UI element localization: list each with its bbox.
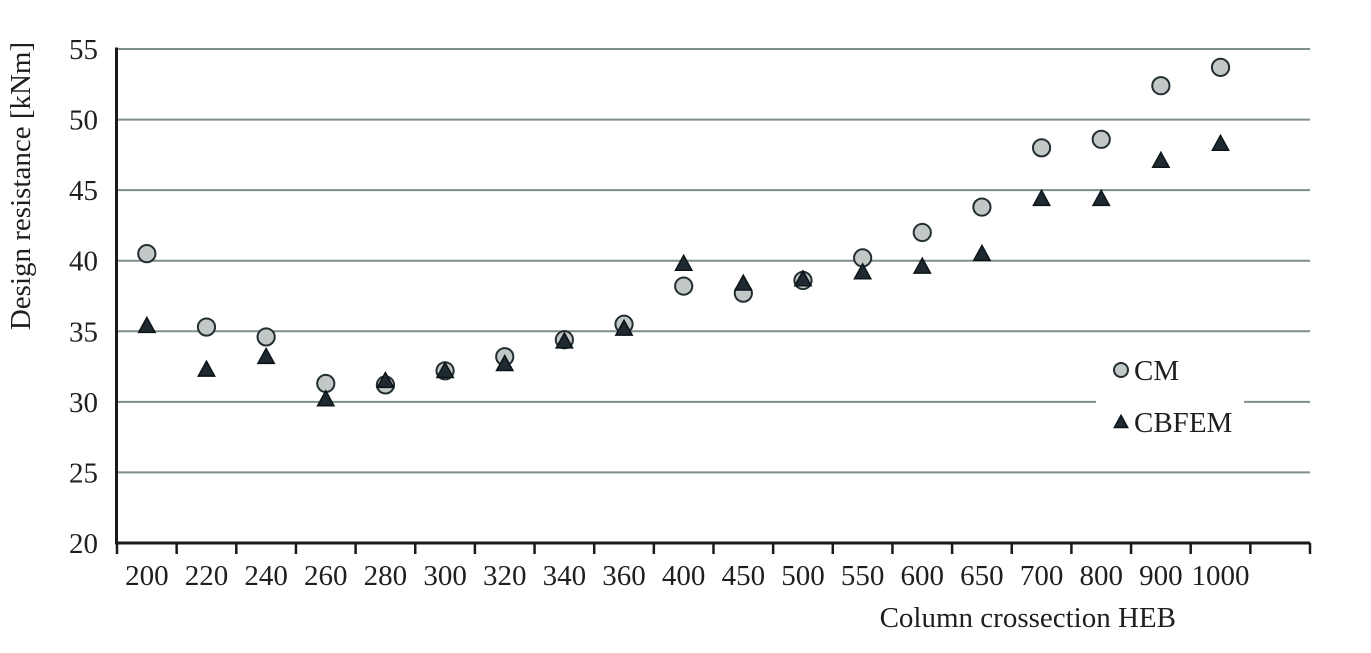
- x-tick-label: 450: [722, 560, 766, 592]
- x-tick-label: 220: [185, 560, 229, 592]
- x-axis-title: Column crossection HEB: [880, 602, 1176, 634]
- data-point-cm: [1091, 129, 1111, 149]
- data-point-cbfem: [495, 354, 515, 372]
- y-tick-label: 40: [69, 246, 98, 278]
- y-tick-label: 20: [69, 528, 98, 560]
- data-point-cm: [196, 317, 217, 337]
- data-point-cbfem: [793, 269, 813, 287]
- data-point-cbfem: [256, 346, 276, 365]
- data-point-cbfem: [853, 262, 873, 280]
- data-point-cbfem: [1151, 150, 1171, 168]
- data-point-cbfem: [137, 315, 157, 334]
- x-tick-label: 260: [304, 560, 348, 592]
- data-point-cbfem: [1091, 188, 1111, 207]
- data-point-cm: [1151, 76, 1171, 96]
- x-tick-label: 800: [1079, 560, 1123, 592]
- x-tick-label: 550: [841, 560, 885, 592]
- data-point-cm: [674, 276, 694, 296]
- data-point-cm: [972, 197, 992, 217]
- data-point-cbfem: [733, 273, 753, 291]
- data-point-cbfem: [435, 361, 455, 379]
- y-tick-label: 30: [69, 387, 98, 419]
- data-point-cbfem: [316, 389, 336, 407]
- x-tick-label: 400: [662, 560, 706, 592]
- x-tick-label: 900: [1139, 560, 1183, 592]
- data-point-cbfem: [554, 331, 574, 349]
- data-point-cbfem: [912, 256, 932, 274]
- data-point-cbfem: [1211, 133, 1230, 152]
- y-tick-label: 35: [69, 316, 98, 348]
- x-tick-label: 600: [901, 560, 945, 592]
- y-tick-label: 25: [69, 457, 98, 489]
- data-point-cbfem: [197, 359, 216, 377]
- x-tick-label: 240: [244, 560, 288, 592]
- x-tick-label: 300: [423, 560, 467, 592]
- y-tick-label: 55: [69, 34, 98, 66]
- data-point-cbfem: [972, 243, 992, 262]
- legend: CM CBFEM: [1096, 341, 1244, 444]
- data-point-cbfem: [674, 253, 694, 271]
- y-tick-label: 45: [69, 175, 98, 207]
- x-tick-label: 360: [602, 560, 646, 592]
- legend-marker-cbfem: [1113, 413, 1129, 429]
- data-point-cbfem: [614, 318, 634, 336]
- y-axis-title: Design resistance [kNm]: [5, 42, 37, 330]
- x-tick-label: 700: [1020, 560, 1064, 592]
- x-tick-label: 280: [364, 560, 408, 592]
- x-tick-label: 500: [781, 560, 825, 592]
- x-tick-label: 200: [125, 560, 169, 592]
- data-point-cm: [1210, 57, 1231, 77]
- data-point-cm: [256, 327, 276, 347]
- x-tick-label: 1000: [1192, 560, 1250, 592]
- x-tick-label: 320: [483, 560, 527, 592]
- x-tick-label: 340: [543, 560, 587, 592]
- y-tick-label: 50: [69, 105, 98, 137]
- legend-marker-cm: [1113, 362, 1129, 378]
- data-point-cbfem: [1032, 188, 1052, 207]
- data-point-cm: [1031, 138, 1052, 158]
- data-point-cbfem: [375, 370, 395, 389]
- x-tick-label: 650: [960, 560, 1004, 592]
- data-point-cm: [137, 244, 157, 264]
- legend-label-cbfem: CBFEM: [1134, 407, 1232, 439]
- legend-label-cm: CM: [1134, 355, 1179, 387]
- data-point-cm: [912, 222, 932, 243]
